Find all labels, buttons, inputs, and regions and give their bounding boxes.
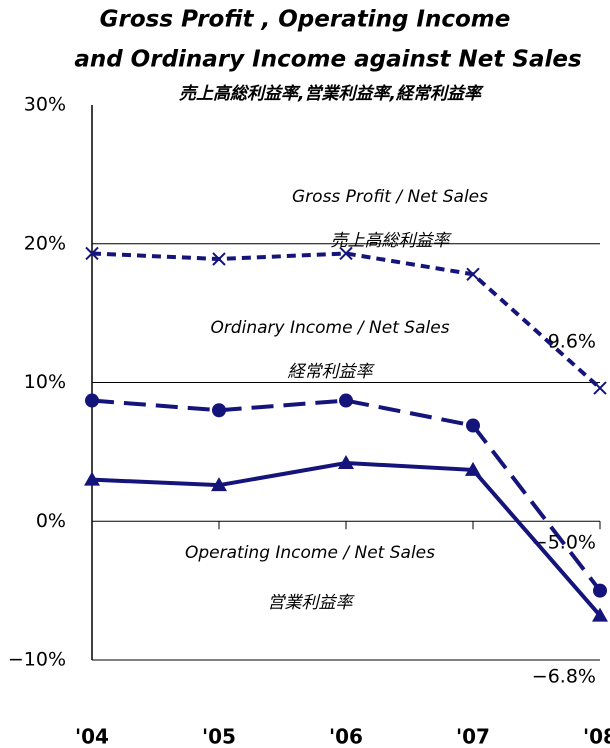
y-tick-label: 10% — [24, 371, 66, 393]
marker — [593, 583, 607, 598]
marker — [212, 403, 226, 418]
marker — [592, 607, 608, 622]
series-label: Operating Income / Net Sales — [185, 543, 435, 563]
marker — [85, 246, 99, 261]
series-label: Gross Profit / Net Sales — [292, 187, 488, 207]
y-tick-label: 20% — [24, 232, 66, 254]
x-tick-label: '04 — [75, 725, 109, 748]
data-label: −5.0% — [532, 532, 596, 554]
series-line — [91, 398, 602, 592]
x-tick-label: '05 — [202, 725, 236, 748]
x-tick-label: '06 — [329, 725, 363, 748]
marker — [465, 461, 481, 476]
series-label-jp: 売上高総利益率 — [331, 231, 453, 251]
marker — [212, 252, 226, 266]
marker — [593, 381, 607, 395]
chart-subtitle-jp: 売上高総利益率,営業利益率,経常利益率 — [179, 84, 484, 104]
x-tick-label: '07 — [456, 725, 490, 748]
series-label-jp: 経常利益率 — [288, 362, 376, 382]
x-tick-label: '08 — [583, 725, 610, 748]
marker — [85, 393, 99, 408]
y-tick-label: −10% — [8, 649, 66, 671]
marker — [339, 393, 353, 408]
marker — [466, 267, 480, 281]
marker — [211, 477, 227, 492]
marker — [339, 246, 353, 261]
chart-title: Gross Profit , Operating Income — [100, 7, 511, 33]
data-label: 9.6% — [548, 331, 596, 353]
series-line — [91, 251, 602, 390]
series-label-jp: 営業利益率 — [268, 593, 356, 613]
chart-subtitle: and Ordinary Income against Net Sales — [74, 47, 581, 73]
y-tick-label: 30% — [24, 94, 66, 116]
series-label: Ordinary Income / Net Sales — [210, 318, 449, 338]
y-tick-label: 0% — [36, 510, 66, 532]
marker — [84, 471, 100, 486]
marker — [466, 418, 480, 433]
marker — [338, 454, 354, 469]
data-label: −6.8% — [532, 666, 596, 688]
